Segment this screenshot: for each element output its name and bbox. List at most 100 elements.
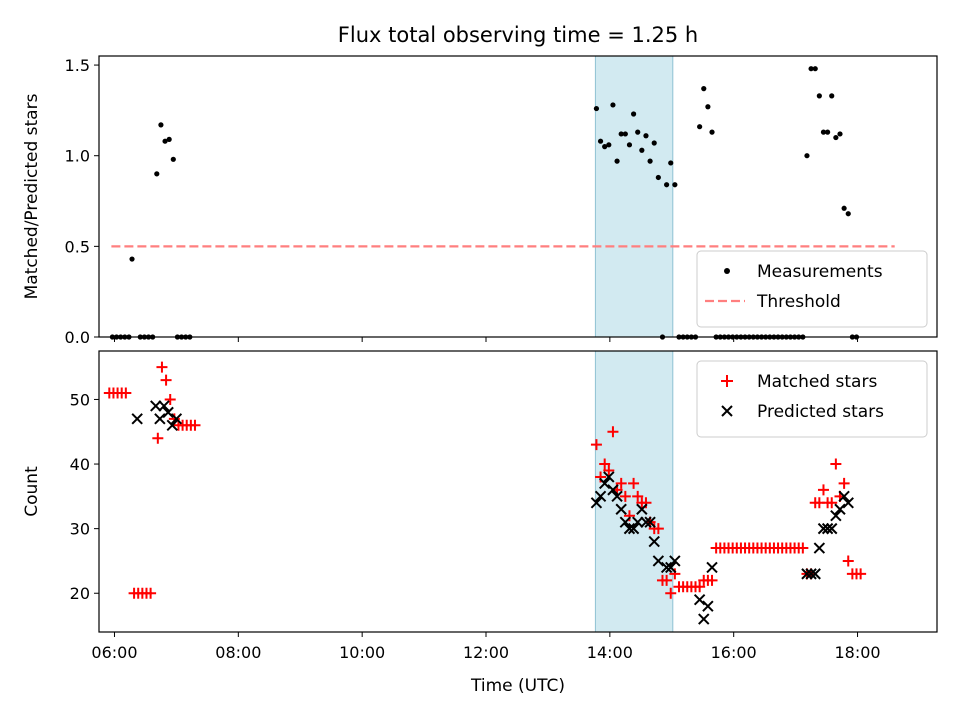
measurement-point [597, 138, 604, 144]
matched-stars-point [797, 542, 809, 554]
predicted-stars-point [648, 535, 660, 548]
predicted-stars-point [660, 561, 673, 574]
predicted-stars-point [131, 413, 143, 425]
matched-stars-point [838, 477, 850, 489]
matched-stars-point [665, 587, 677, 599]
measurement-point [804, 153, 810, 159]
matched-stars-point [145, 587, 157, 599]
legend-dot-marker [724, 268, 730, 274]
y-tick-label: 50 [70, 390, 90, 409]
x-tick-label: 16:00 [711, 643, 757, 662]
predicted-stars-point [698, 613, 710, 625]
observing-window-span [594, 55, 674, 338]
y-tick-label: 1.0 [65, 147, 90, 166]
measurement-point [606, 142, 612, 148]
x-axis-label: Time (UTC) [470, 676, 565, 696]
legend-x-marker [721, 405, 733, 417]
x-tick-label: 18:00 [834, 643, 880, 662]
measurement-point [705, 104, 711, 110]
predicted-stars-point [615, 503, 627, 515]
matched-stars-point [599, 458, 611, 470]
measurement-point [610, 102, 616, 108]
y-tick-label: 30 [70, 520, 90, 539]
predicted-stars-point [669, 555, 681, 567]
measurement-point [166, 136, 172, 142]
measurement-point [829, 93, 835, 99]
predicted-stars-point [693, 593, 706, 606]
predicted-stars-point [611, 490, 623, 503]
y-tick-label: 0.5 [65, 237, 90, 256]
x-tick-label: 06:00 [91, 643, 137, 662]
measurement-point [841, 205, 847, 211]
matched-stars-point [164, 393, 176, 405]
measurement-point [639, 147, 645, 153]
measurement-point [593, 105, 600, 112]
matched-stars-point [619, 490, 631, 502]
chart-title: Flux total observing time = 1.25 h [338, 23, 698, 47]
measurement-point [651, 140, 657, 146]
measurement-point [643, 133, 649, 139]
predicted-stars-point [830, 510, 842, 522]
measurement-point [664, 182, 670, 188]
matched-stars-point [628, 477, 640, 489]
x-tick-label: 14:00 [587, 643, 633, 662]
measurement-point [825, 129, 831, 135]
predicted-stars-point [821, 522, 834, 535]
measurement-point [618, 131, 624, 137]
measurement-point [672, 182, 678, 188]
measurement-point [129, 256, 135, 262]
predicted-stars-point [603, 471, 615, 483]
predicted-stars-point [150, 400, 162, 412]
predicted-stars-point [158, 400, 170, 412]
matched-stars-point [590, 439, 602, 451]
matched-stars-point [652, 523, 664, 535]
measurement-point [655, 174, 661, 181]
predicted-stars-point [619, 516, 632, 528]
predicted-stars-point [154, 413, 166, 425]
axes-frame [98, 55, 938, 338]
predicted-stars-point [166, 419, 178, 431]
predicted-stars-point [805, 568, 817, 580]
measurement-point [820, 129, 827, 135]
legend-box [696, 360, 928, 438]
matched-stars-point [826, 497, 838, 509]
predicted-stars-point [623, 522, 636, 535]
predicted-stars-point [640, 516, 652, 528]
matched-stars-point [120, 387, 132, 399]
bottom-panel-counts: 20 30 40 50 06:00 08:00 10:00 12:00 14:00 16:00 18… [22, 350, 938, 696]
legend-plus-marker [721, 375, 733, 387]
predicted-stars-point [598, 477, 611, 490]
legend-label: Threshold [756, 292, 841, 312]
measurement-point [845, 211, 851, 217]
observing-window-span [594, 350, 674, 633]
matched-stars-point [603, 465, 615, 477]
predicted-stars-point [632, 516, 644, 528]
matched-stars-point [661, 574, 673, 586]
legend-box [696, 250, 928, 328]
measurement-point [697, 124, 703, 130]
measurement-point [602, 144, 608, 150]
predicted-stars-point [590, 497, 603, 509]
predicted-stars-point [813, 542, 826, 554]
predicted-stars-point [627, 522, 640, 535]
y-axis-label: Matched/Predicted stars [22, 93, 42, 299]
predicted-stars-point [607, 484, 619, 496]
measurement-point [626, 142, 633, 148]
predicted-stars-point [170, 413, 183, 425]
measurement-point [701, 86, 707, 92]
matched-stars-point [842, 555, 854, 567]
matched-stars-point [632, 490, 644, 502]
measurement-point [154, 171, 160, 177]
measurement-point [614, 158, 620, 164]
predicted-stars-point [838, 490, 850, 503]
matched-stars-point [830, 458, 842, 470]
measurement-point [635, 129, 641, 135]
matched-stars-point [706, 574, 718, 586]
top-panel-flux-ratio: 0.0 0.5 1.0 1.5 Matched/Predicted stars Measu… [22, 55, 938, 347]
matched-stars-point [694, 581, 706, 593]
y-tick-label: 20 [70, 584, 90, 603]
matched-stars-point [189, 419, 201, 431]
measurement-point [808, 66, 814, 72]
y-tick-label: 0.0 [65, 328, 90, 347]
